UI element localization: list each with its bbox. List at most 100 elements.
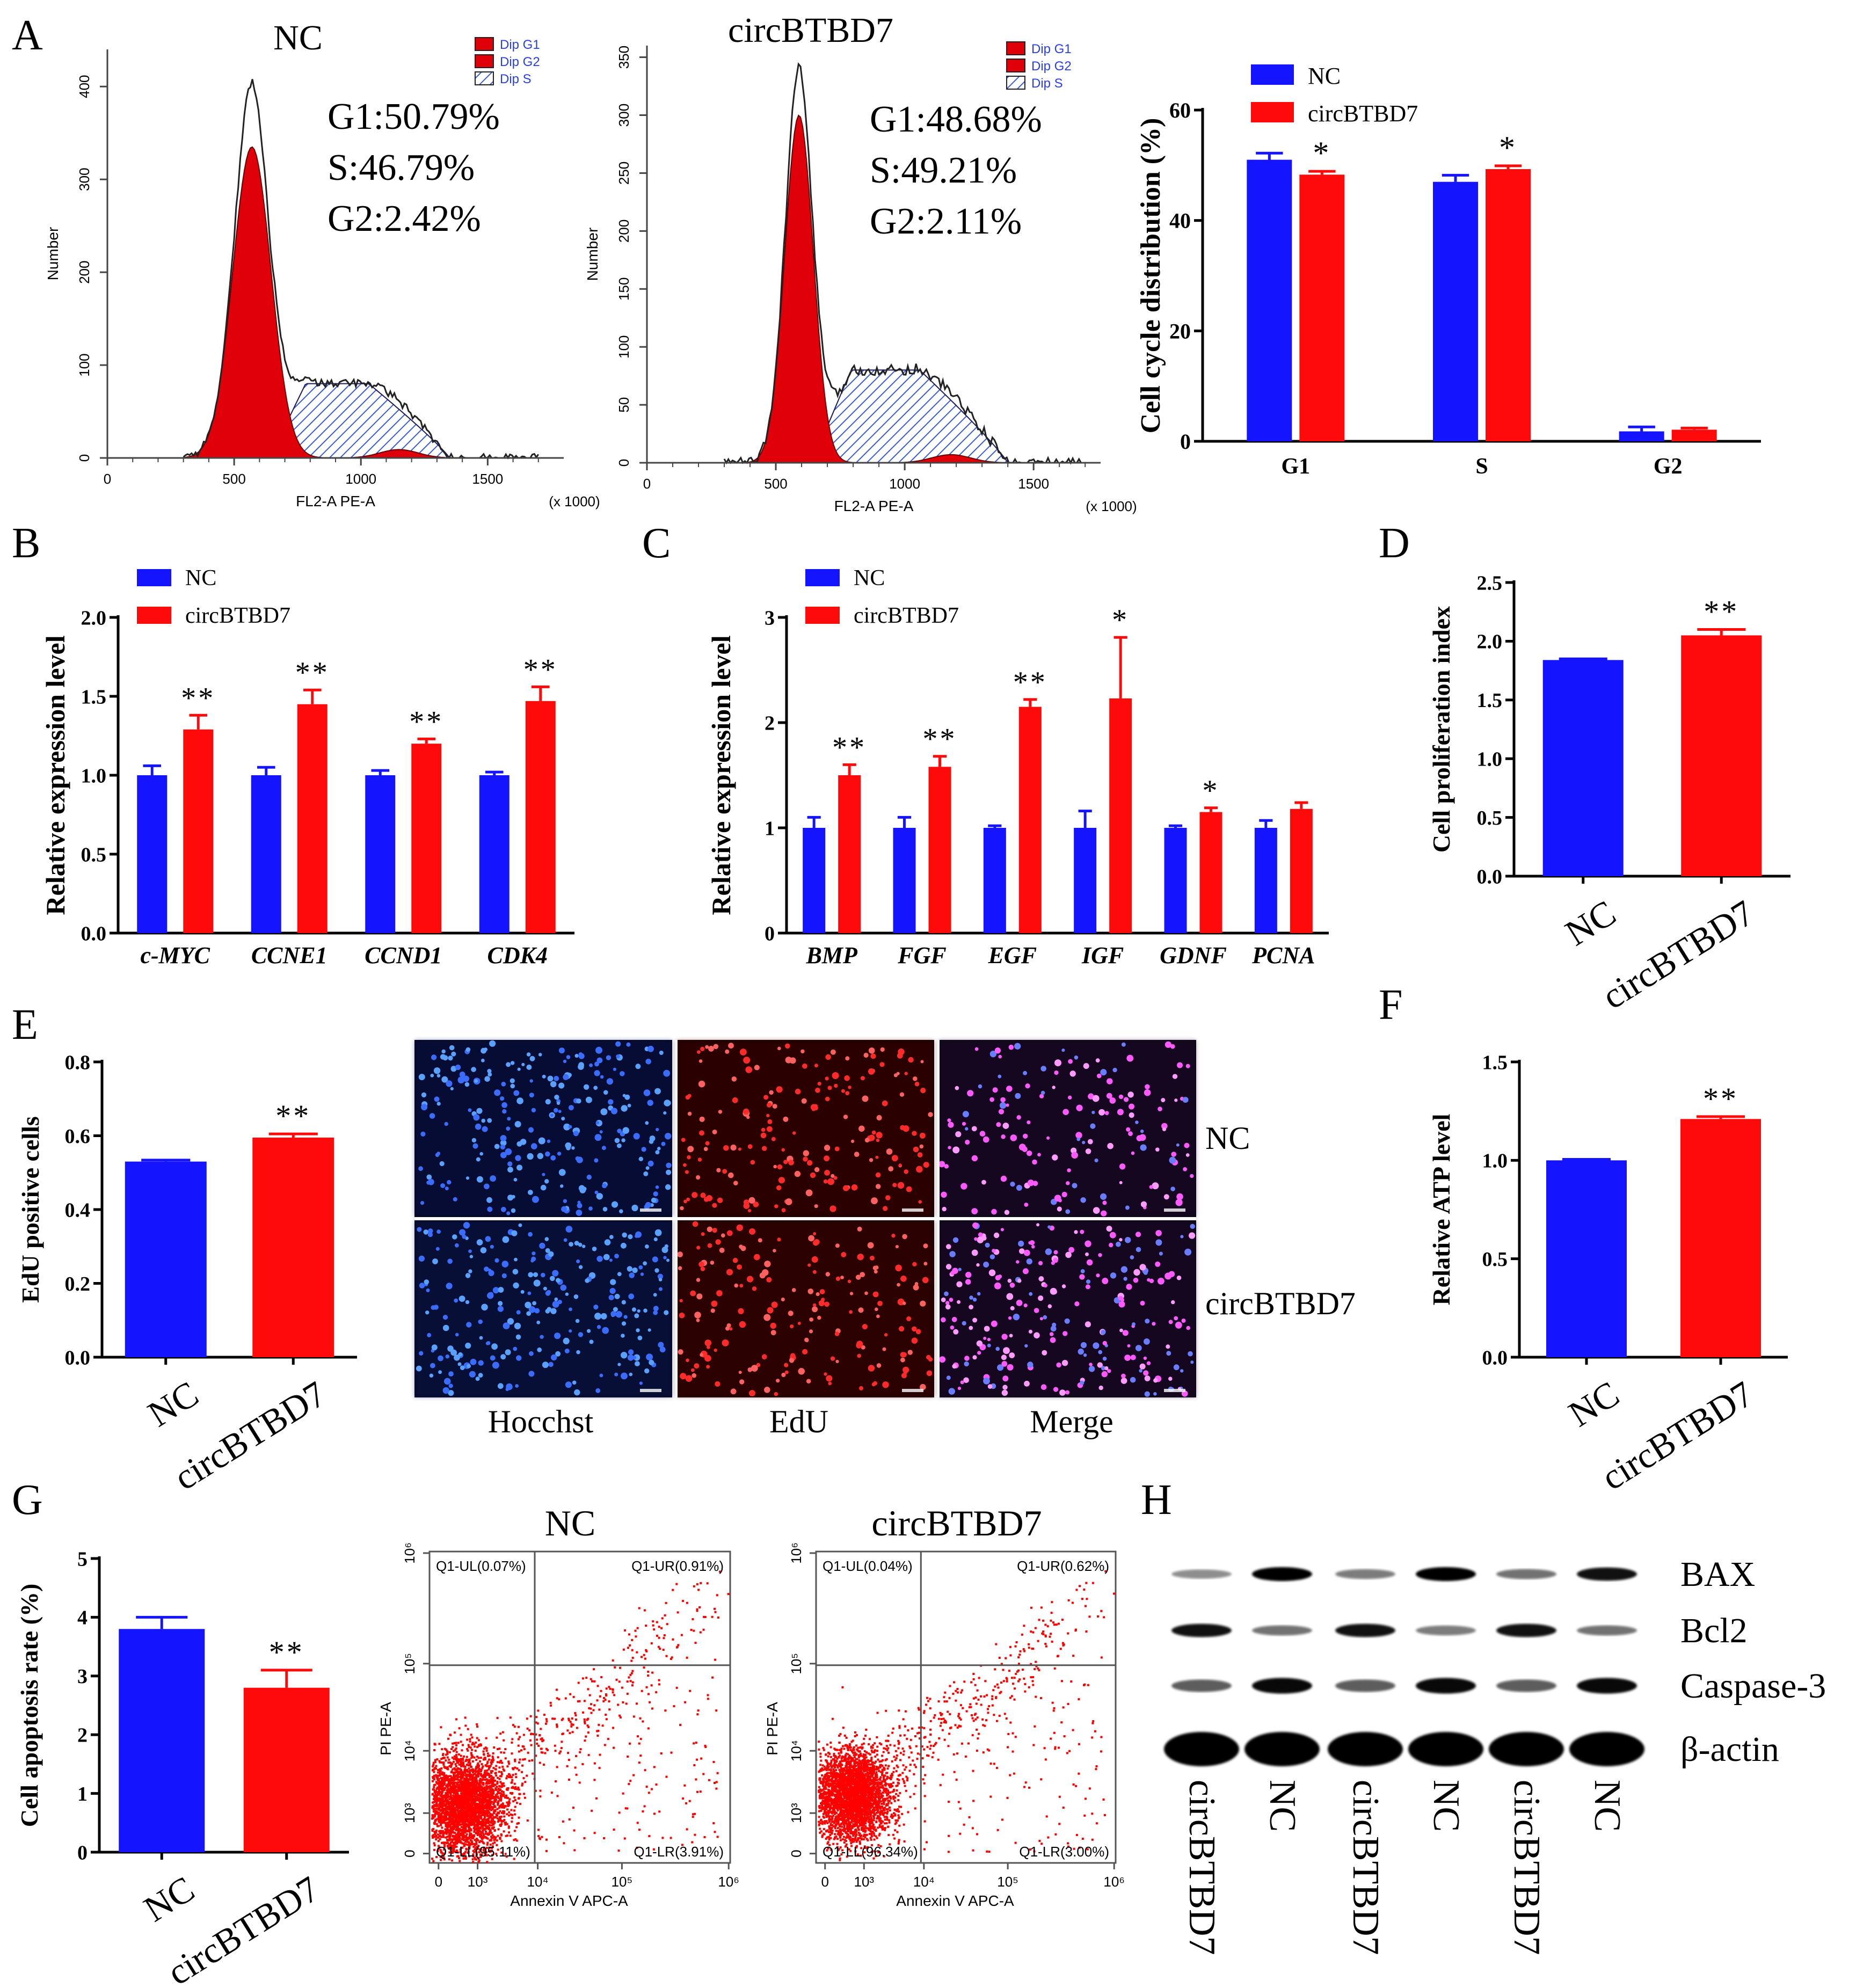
cell-nucleus [1124, 1355, 1131, 1361]
event-dot [461, 1801, 464, 1803]
event-dot [656, 1621, 658, 1623]
event-dot [455, 1765, 457, 1767]
cell-nucleus [520, 1139, 527, 1145]
cell-nucleus [756, 1363, 761, 1367]
event-dot [437, 1779, 440, 1781]
event-dot [437, 1847, 440, 1850]
cell-nucleus [500, 1152, 507, 1159]
cell-nucleus [1104, 1111, 1109, 1116]
cell-nucleus [1002, 1385, 1008, 1390]
event-dot [496, 1782, 499, 1785]
cell-nucleus [729, 1327, 733, 1331]
cell-nucleus [1126, 1284, 1132, 1290]
event-dot [475, 1802, 478, 1805]
cell-nucleus [594, 1313, 601, 1320]
event-dot [436, 1833, 439, 1836]
event-dot [454, 1815, 456, 1817]
cell-nucleus [950, 1271, 955, 1276]
event-dot [471, 1768, 474, 1771]
event-dot [630, 1672, 633, 1674]
cell-nucleus [1086, 1259, 1093, 1266]
event-dot [479, 1848, 482, 1851]
event-dot [526, 1774, 528, 1777]
cell-nucleus [623, 1315, 628, 1319]
cell-nucleus [844, 1075, 850, 1081]
event-dot [448, 1837, 451, 1840]
cell-nucleus [763, 1314, 771, 1321]
event-dot [486, 1772, 489, 1774]
cell-nucleus [545, 1248, 550, 1253]
event-dot [518, 1797, 520, 1800]
cell-nucleus [572, 1380, 577, 1385]
event-dot [481, 1837, 483, 1840]
event-dot [477, 1825, 479, 1827]
event-dot [431, 1835, 434, 1837]
event-dot [475, 1841, 478, 1844]
event-dot [505, 1821, 507, 1824]
event-dot [449, 1775, 452, 1778]
cell-nucleus [1096, 1273, 1100, 1278]
cell-nucleus [1175, 1321, 1182, 1329]
event-dot [455, 1829, 457, 1831]
event-dot [516, 1788, 519, 1790]
event-dot [453, 1796, 456, 1799]
cell-nucleus [777, 1237, 781, 1242]
cell-nucleus [1090, 1123, 1096, 1129]
cell-nucleus [533, 1272, 538, 1277]
event-dot [475, 1818, 477, 1820]
event-dot [435, 1829, 438, 1832]
event-dot [512, 1800, 515, 1803]
cell-nucleus [1029, 1292, 1033, 1296]
event-dot [468, 1826, 470, 1829]
event-dots [431, 1570, 730, 1863]
event-dot [461, 1814, 464, 1816]
event-dot [486, 1752, 489, 1755]
event-dot [467, 1779, 469, 1781]
cell-nucleus [1158, 1106, 1162, 1111]
event-dot [453, 1844, 456, 1846]
event-dot [468, 1847, 471, 1849]
event-dot [460, 1817, 463, 1819]
event-dot [455, 1742, 457, 1744]
cell-nucleus [507, 1161, 513, 1167]
event-dot [459, 1814, 462, 1817]
cell-nuclei [938, 1041, 1194, 1217]
event-dot [435, 1794, 438, 1797]
event-dot [461, 1749, 463, 1752]
cell-nucleus [991, 1208, 997, 1215]
event-dot [468, 1796, 471, 1798]
event-dot [449, 1832, 452, 1835]
y-tick-label: 0 [77, 1841, 88, 1864]
cell-nucleus [628, 1234, 633, 1240]
event-dot [572, 1723, 574, 1726]
event-dot [439, 1801, 442, 1804]
event-dot [463, 1836, 466, 1839]
cell-nucleus [784, 1363, 789, 1367]
cell-nucleus [604, 1239, 611, 1246]
event-dot [479, 1815, 482, 1818]
cell-nucleus [1036, 1223, 1040, 1227]
cell-nucleus [665, 1184, 671, 1190]
cell-nucleus [1122, 1330, 1129, 1336]
cell-nucleus [621, 1242, 627, 1249]
cell-nucleus [1047, 1225, 1051, 1229]
event-dot [516, 1822, 519, 1825]
cell-nucleus [448, 1055, 453, 1061]
micrograph-haze [938, 1220, 1196, 1397]
event-dot [459, 1771, 462, 1773]
cell-nucleus [1190, 1224, 1195, 1229]
y-tick-label: 1.5 [1477, 689, 1503, 712]
event-dot [469, 1802, 471, 1805]
cell-nucleus [452, 1234, 457, 1240]
cell-nucleus [602, 1327, 609, 1334]
event-dot [445, 1823, 447, 1825]
cell-nucleus [1155, 1261, 1161, 1267]
event-dot [491, 1801, 493, 1803]
cell-nucleus [893, 1073, 898, 1077]
event-dot [470, 1840, 473, 1843]
event-dot [495, 1853, 498, 1855]
bar-nc [479, 775, 510, 933]
cell-nucleus [1003, 1347, 1010, 1355]
cell-nucleus [823, 1179, 828, 1184]
